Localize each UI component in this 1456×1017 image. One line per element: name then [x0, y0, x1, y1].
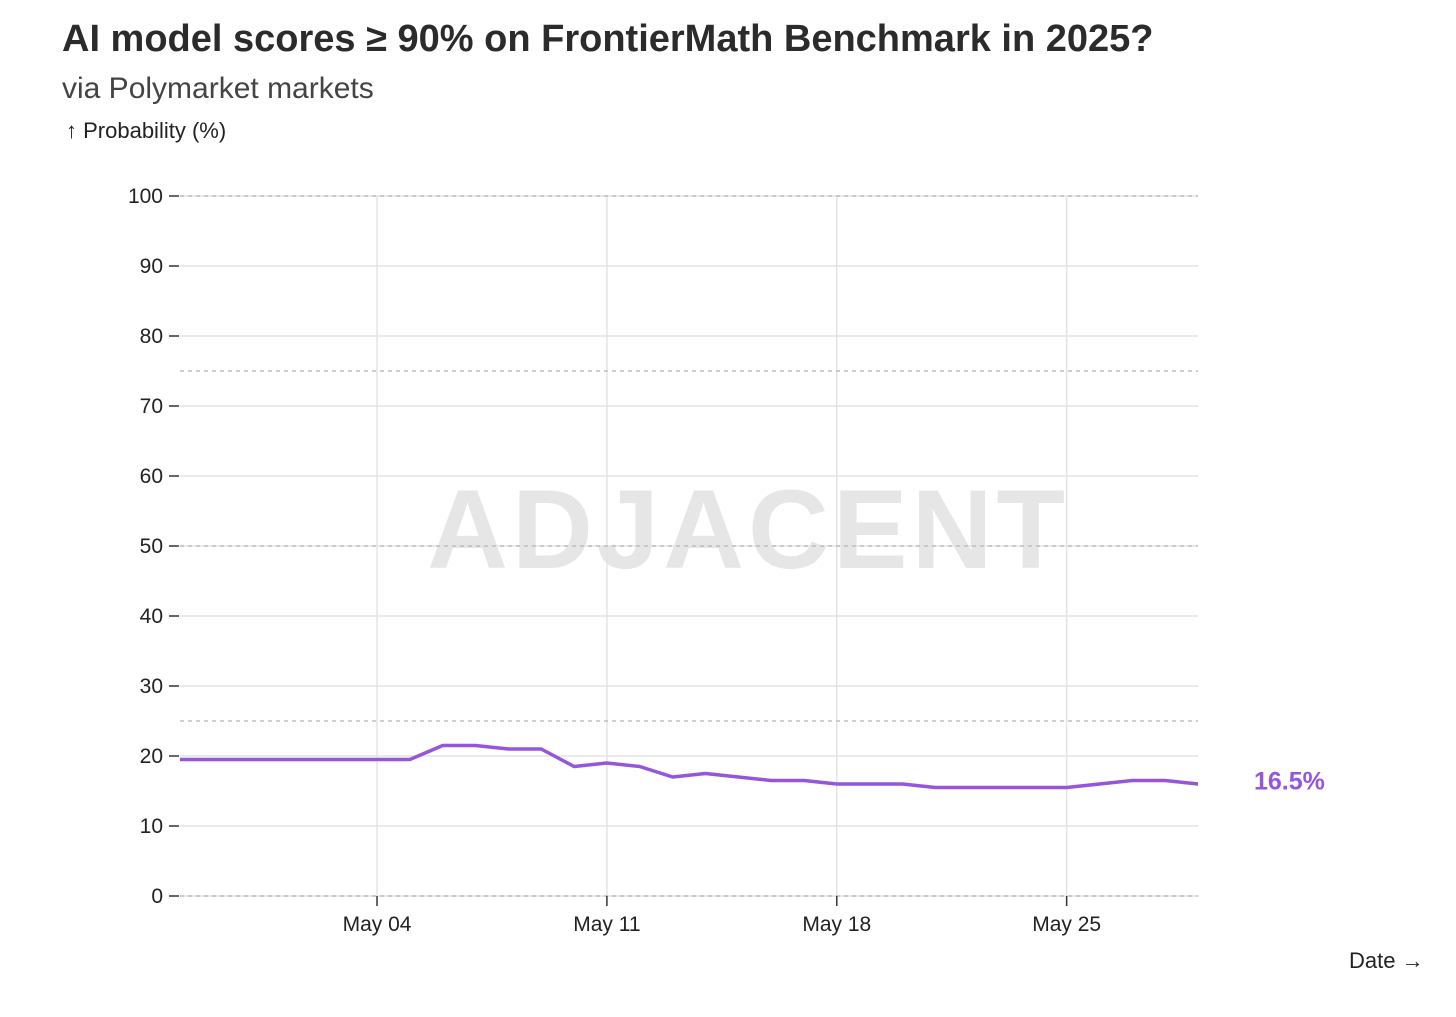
y-tick-label: 10 [140, 815, 163, 838]
y-tick-label: 0 [151, 885, 163, 908]
series-line [180, 743, 1198, 790]
x-axis-label: Date → [1349, 948, 1424, 973]
y-axis: 0 10 20 30 40 50 60 70 80 90 100 [128, 185, 179, 908]
chart-subtitle: via Polymarket markets [62, 72, 374, 105]
x-tick-label: May 11 [573, 913, 640, 936]
y-tick-label: 40 [140, 605, 163, 628]
reference-lines [180, 195, 1198, 897]
y-tick-label: 60 [140, 465, 163, 488]
end-value-label: 16.5% [1254, 768, 1325, 796]
series-layer [180, 743, 1198, 790]
y-tick-label: 100 [128, 185, 163, 208]
x-tick-label: May 25 [1032, 913, 1101, 936]
y-tick-label: 20 [140, 745, 163, 768]
y-tick-label: 90 [140, 255, 163, 278]
chart-title: AI model scores ≥ 90% on FrontierMath Be… [62, 18, 1154, 60]
y-tick-label: 30 [140, 675, 163, 698]
y-tick-label: 70 [140, 395, 163, 418]
y-axis-label: ↑ Probability (%) [66, 118, 227, 143]
x-tick-label: May 18 [802, 913, 871, 936]
y-tick-label: 80 [140, 325, 163, 348]
x-axis: May 04 May 11 May 18 May 25 [343, 896, 1101, 936]
watermark-text: ADJACENT [427, 467, 1069, 592]
x-tick-label: May 04 [343, 913, 412, 936]
end-label-layer: 16.5% [1254, 768, 1325, 796]
watermark: ADJACENT [427, 467, 1069, 592]
y-tick-label: 50 [140, 535, 163, 558]
